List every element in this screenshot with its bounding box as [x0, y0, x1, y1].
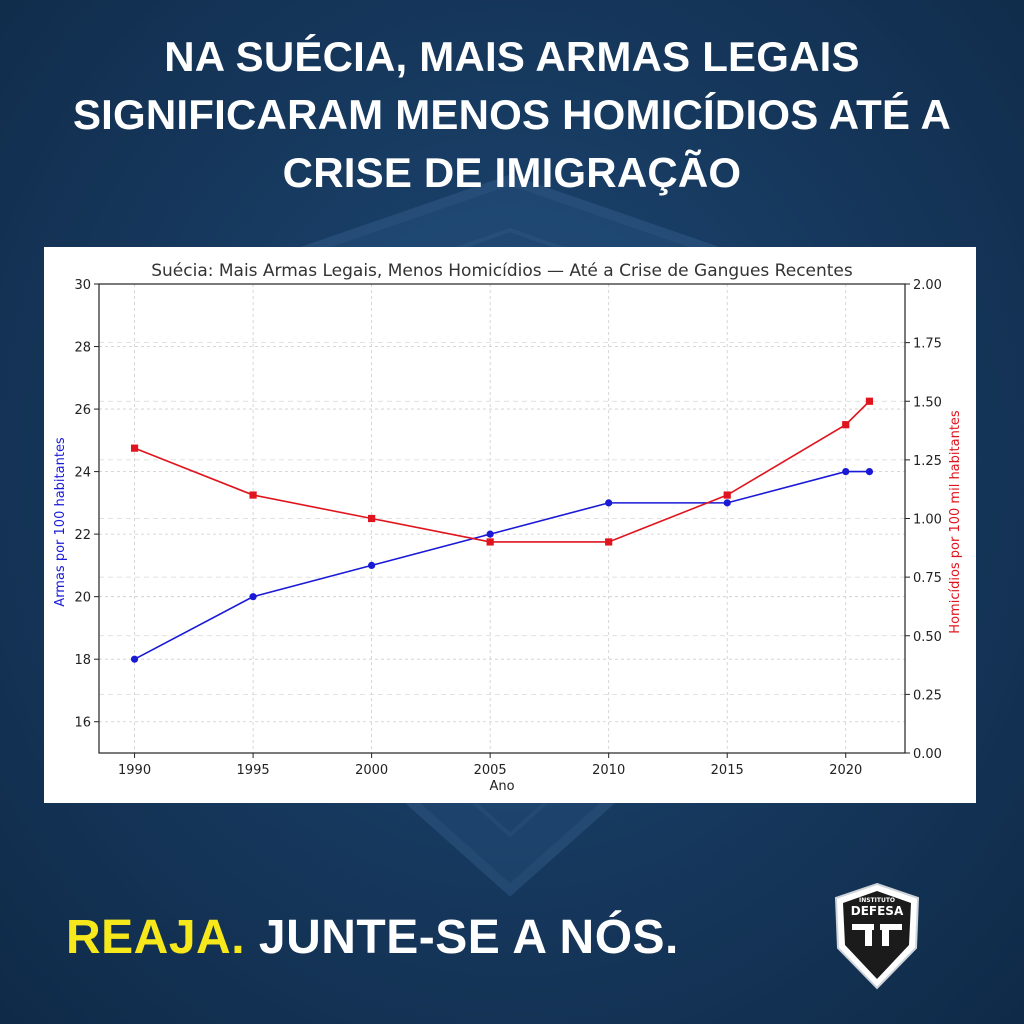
series-left-point: [605, 499, 613, 507]
series-left-point: [865, 468, 874, 476]
series-left-line: [134, 470, 870, 660]
y-left-tick-label: 28: [74, 341, 91, 356]
y-right-tick-label: 0.25: [913, 688, 942, 703]
y-right-tick-label: 2.00: [913, 278, 942, 293]
y-left-tick-label: 30: [74, 278, 91, 293]
headline: NA SUÉCIA, MAIS ARMAS LEGAIS SIGNIFICARA…: [30, 28, 994, 202]
chart: 1990 1995 2000 2005 2010 2015 2020 16 18 20 22 24 26…: [53, 261, 963, 794]
series-right-point: [865, 397, 874, 405]
y-right-tick-label: 0.50: [913, 630, 942, 645]
defesa-shield-logo: INSTITUTO DEFESA: [834, 882, 920, 990]
x-tick-label: 2005: [474, 763, 507, 778]
chart-panel: 1990 1995 2000 2005 2010 2015 2020 16 18 20 22 24 26…: [44, 247, 976, 803]
series-right-point: [486, 538, 494, 546]
series-left-point: [368, 561, 376, 569]
y-left-tick-label: 22: [74, 528, 91, 543]
x-tick-label: 2000: [355, 763, 388, 778]
x-tick-label: 2015: [711, 763, 744, 778]
y-left-tick-label: 16: [74, 716, 91, 731]
headline-line-1: NA SUÉCIA, MAIS ARMAS LEGAIS: [164, 33, 860, 80]
y-right-tick-label: 1.00: [913, 513, 942, 528]
x-tick-label: 2010: [592, 763, 625, 778]
y-right-tick-label: 1.25: [913, 454, 942, 469]
headline-line-3: CRISE DE IMIGRAÇÃO: [282, 149, 742, 196]
y-axis-left-label: Armas por 100 habitantes: [53, 437, 68, 607]
y-left-tick-label: 20: [74, 591, 91, 606]
grid: [99, 283, 905, 754]
chart-title: Suécia: Mais Armas Legais, Menos Homicíd…: [151, 261, 853, 281]
series-right-point: [605, 538, 613, 546]
y-right-tick-label: 0.00: [913, 747, 942, 762]
logo-top-text: INSTITUTO: [859, 897, 895, 904]
series-right-point: [723, 491, 731, 499]
x-axis-label: Ano: [489, 779, 514, 794]
call-to-action: REAJA. JUNTE-SE A NÓS.: [66, 910, 679, 965]
x-tick-label: 2020: [829, 763, 862, 778]
logo-name: DEFESA: [851, 904, 904, 918]
y-right-tick-label: 1.75: [913, 337, 942, 352]
series-right-point: [842, 421, 850, 429]
series-right-point: [368, 514, 376, 523]
y-left-tick-label: 24: [74, 466, 91, 481]
cta-highlight: REAJA.: [66, 911, 246, 964]
pistol-icon: [852, 924, 902, 946]
series: [130, 397, 874, 663]
y-left-tick-label: 18: [74, 653, 91, 668]
series-left-point: [842, 468, 850, 476]
headline-line-2: SIGNIFICARAM MENOS HOMICÍDIOS ATÉ A: [72, 91, 952, 138]
y-right-tick-label: 0.75: [913, 571, 942, 586]
y-left-tick-label: 26: [74, 403, 91, 418]
series-left-point: [486, 530, 494, 538]
x-tick-label: 1995: [237, 763, 270, 778]
series-right-point: [130, 444, 139, 452]
axes: 1990 1995 2000 2005 2010 2015 2020 16 18 20 22 24 26…: [74, 278, 942, 778]
series-left-point: [723, 499, 731, 507]
series-left-point: [249, 593, 257, 601]
x-tick-label: 1990: [118, 763, 151, 778]
y-right-tick-label: 1.50: [913, 395, 942, 410]
y-axis-right-label: Homicídios por 100 mil habitantes: [948, 410, 963, 634]
series-right-line: [134, 400, 871, 543]
series-right-point: [249, 491, 257, 499]
series-left-point: [130, 655, 139, 663]
cta-text: JUNTE-SE A NÓS.: [245, 911, 679, 964]
